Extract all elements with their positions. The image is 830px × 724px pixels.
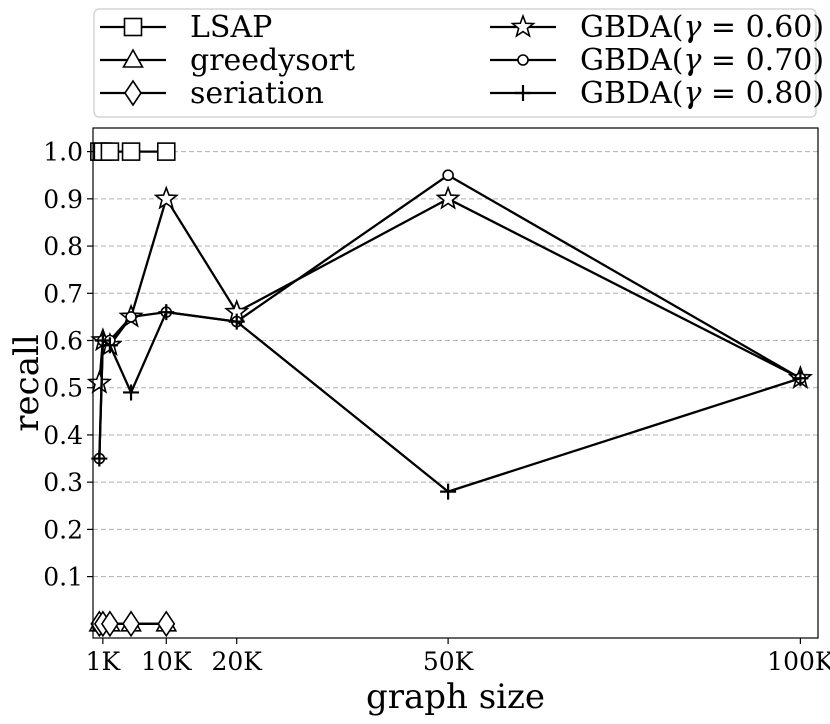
legend-marker	[123, 17, 143, 37]
legend-label-suffix: = 0.70)	[701, 43, 824, 78]
data-point	[158, 304, 175, 321]
y-tick-label: 0.2	[43, 515, 83, 544]
y-tick-label: 0.7	[43, 279, 83, 308]
y-axis-label: recall	[7, 334, 47, 431]
x-tick-label: 1K	[86, 647, 122, 676]
y-tick-label: 1.0	[43, 138, 83, 167]
data-point	[440, 483, 457, 500]
y-tick-label: 0.3	[43, 468, 83, 497]
legend-label-variable: γ	[683, 10, 701, 45]
y-tick-label: 0.5	[43, 374, 83, 403]
legend-frame	[93, 8, 817, 118]
legend-label: GBDA(γ = 0.80)	[580, 76, 824, 111]
data-point	[122, 610, 141, 638]
legend-entry-greedysort: greedysort	[100, 43, 355, 78]
series-lsap	[90, 142, 176, 161]
legend-label-variable: γ	[683, 76, 701, 111]
legend-label: seriation	[190, 76, 324, 111]
legend-marker	[124, 79, 142, 107]
legend-label: LSAP	[190, 10, 272, 45]
plot-area-frame	[92, 127, 819, 639]
data-point	[228, 313, 245, 330]
legend-label-suffix: = 0.80)	[701, 76, 824, 111]
data-point	[792, 370, 809, 387]
legend-label-suffix: = 0.60)	[701, 10, 824, 45]
data-point	[435, 185, 461, 210]
data-point	[125, 311, 137, 323]
legend-entry-gbda-0-80: GBDA(γ = 0.80)	[490, 76, 824, 111]
data-point	[86, 369, 112, 394]
series-line	[98, 311, 801, 493]
legend-label-prefix: GBDA(	[580, 10, 683, 45]
x-axis-label: graph size	[366, 677, 545, 717]
legend-label-variable: γ	[683, 43, 701, 78]
legend-marker	[517, 54, 529, 66]
legend-entry-gbda-0-60: GBDA(γ = 0.60)	[490, 10, 824, 45]
data-point	[153, 185, 179, 210]
data-point	[101, 337, 118, 354]
axis-ticks: 0.1 0.2 0.3 0.4 0.5 0.6 0.7 0.8 0.9 1.0 1K 10K 20K 50…	[43, 138, 830, 676]
data-point	[100, 610, 119, 638]
x-tick-label: 20K	[211, 647, 263, 676]
legend-label: greedysort	[190, 43, 355, 78]
legend-marker	[510, 13, 536, 38]
legend-label-prefix: GBDA(	[580, 76, 683, 111]
data-point	[156, 142, 176, 161]
data-point	[123, 384, 140, 401]
y-tick-label: 0.4	[43, 421, 83, 450]
series-gbda-0-80	[91, 304, 809, 500]
legend-marker	[515, 85, 531, 101]
y-tick-label: 0.6	[43, 327, 83, 356]
x-tick-label: 100K	[767, 647, 830, 676]
data-point	[157, 610, 176, 638]
legend-label: GBDA(γ = 0.70)	[580, 43, 824, 78]
y-tick-label: 0.9	[43, 185, 83, 214]
grid-lines	[93, 151, 818, 578]
y-tick-label: 0.1	[43, 563, 83, 592]
series-lines	[86, 142, 814, 638]
series-line	[98, 197, 801, 384]
data-point	[121, 142, 141, 161]
data-point	[442, 169, 454, 182]
data-point	[91, 450, 108, 467]
data-point	[100, 142, 120, 161]
legend-label: GBDA(γ = 0.60)	[580, 10, 824, 45]
legend-entry-seriation: seriation	[100, 76, 324, 111]
legend-label-prefix: GBDA(	[580, 43, 683, 78]
legend-entry-lsap: LSAP	[100, 10, 272, 45]
series-gbda-0-60	[86, 185, 814, 394]
legend-marker	[122, 48, 144, 68]
x-tick-label: 50K	[423, 647, 475, 676]
y-tick-label: 0.8	[43, 232, 83, 261]
legend-entry-gbda-0-70: GBDA(γ = 0.70)	[490, 43, 824, 78]
series-seriation	[90, 610, 176, 638]
x-tick-label: 10K	[141, 647, 193, 676]
